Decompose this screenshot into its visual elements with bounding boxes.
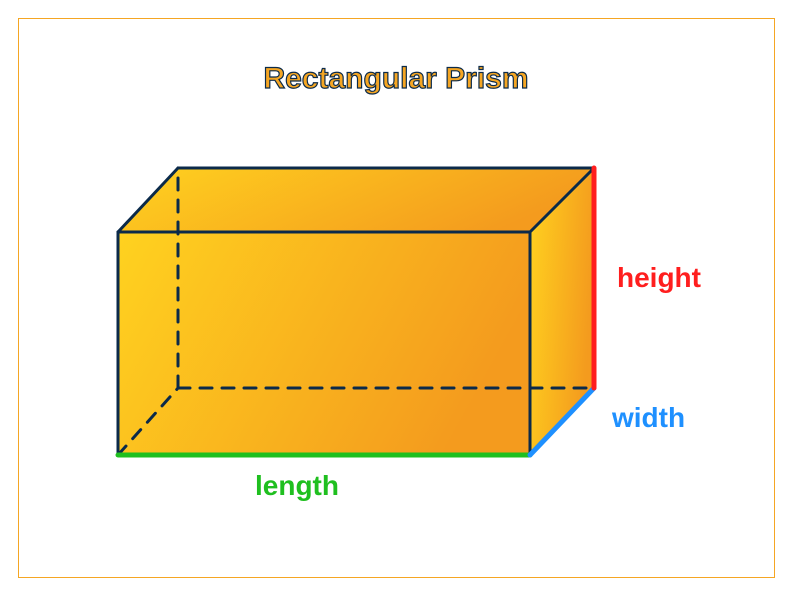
rectangular-prism-diagram [0, 0, 793, 596]
front-face [118, 232, 530, 455]
width-label: width [612, 402, 685, 434]
top-face [118, 168, 594, 232]
height-label: height [617, 262, 701, 294]
length-label: length [255, 470, 339, 502]
